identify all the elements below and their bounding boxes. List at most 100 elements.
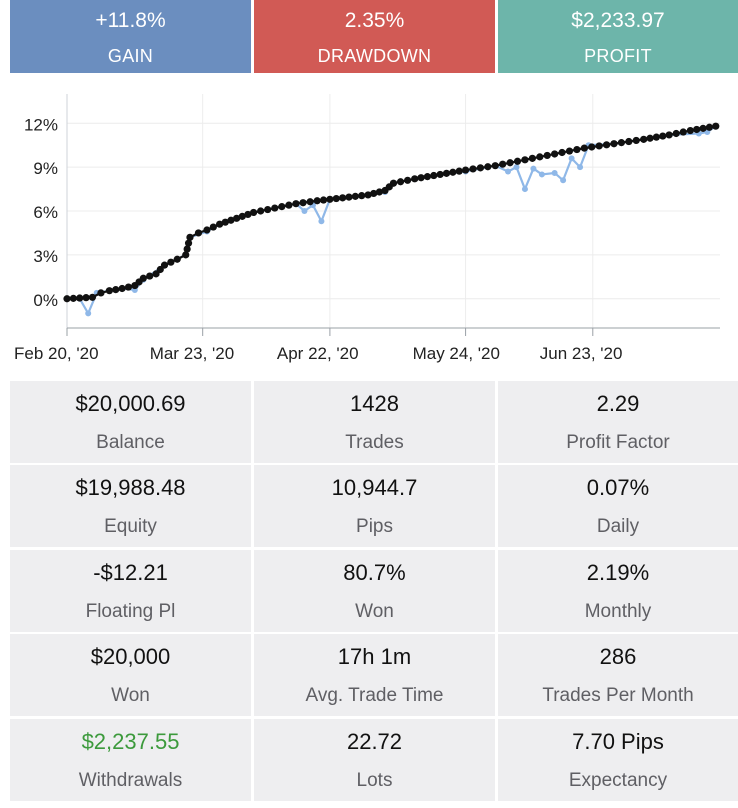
balance-point (182, 251, 190, 259)
balance-point (436, 170, 444, 179)
chart-tick-labels: 12% 9% 6% 3% 0% Feb 20, '20 Mar 23, '20 Apr 22,… (14, 115, 622, 363)
balance-point (588, 143, 596, 151)
stat-label: Lots (356, 770, 393, 791)
equity-point (504, 168, 511, 175)
balance-point (358, 192, 366, 200)
stat-balance: $20,000.69 Balance (10, 381, 251, 463)
balance-point (625, 137, 633, 146)
stat-label: Won (111, 685, 150, 706)
growth-chart: 12% 9% 6% 3% 0% Feb 20, '20 Mar 23, '20 Apr 22,… (14, 94, 720, 363)
balance-point (221, 218, 229, 226)
balance-point (455, 167, 463, 175)
stat-label: Profit Factor (566, 432, 670, 453)
balance-point (167, 258, 175, 266)
balance-point (491, 162, 499, 170)
stat-floating-pl: -$12.21 Floating Pl (10, 550, 251, 632)
profit-value: $2,233.97 (571, 9, 665, 32)
balance-point (264, 205, 272, 214)
balance-point (364, 191, 372, 199)
balance-point (292, 200, 300, 208)
stat-value: $2,237.55 (81, 729, 180, 754)
balance-point (469, 165, 477, 173)
stat-label: Floating Pl (85, 601, 176, 622)
equity-point (530, 165, 537, 172)
stat-label: Won (355, 601, 394, 622)
balance-point (543, 151, 551, 160)
gain-tile: +11.8% GAIN (10, 0, 251, 73)
balance-point (551, 150, 559, 158)
balance-point (506, 159, 514, 167)
gain-label: GAIN (107, 46, 154, 66)
drawdown-label: DRAWDOWN (317, 46, 432, 66)
equity-point (551, 169, 558, 176)
balance-point (299, 199, 307, 207)
balance-point (183, 245, 191, 253)
balance-point (699, 124, 707, 132)
balance-point (227, 216, 235, 224)
stat-value: $20,000 (90, 644, 171, 669)
profit-label: PROFIT (584, 46, 652, 66)
balance-point (672, 129, 680, 138)
balance-point (461, 166, 470, 174)
stat-value: 80.7% (343, 560, 406, 585)
balance-point (646, 134, 654, 142)
x-tick-label: Feb 20, '20 (14, 344, 99, 363)
balance-point (476, 164, 485, 172)
stat-label: Daily (596, 516, 640, 537)
stat-label: Trades Per Month (542, 685, 694, 706)
y-tick-label: 0% (33, 291, 58, 310)
stat-trades-per-month: 286 Trades Per Month (498, 634, 738, 716)
balance-point (580, 144, 588, 152)
balance-point (313, 197, 321, 205)
stat-label: Equity (104, 516, 157, 537)
chart-axes (66, 94, 720, 336)
balance-point (565, 147, 574, 155)
balance-point (112, 286, 120, 294)
balance-point (319, 196, 328, 204)
balance-point (411, 175, 419, 183)
balance-point (686, 126, 694, 135)
stat-expectancy: 7.70 Pips Expectancy (498, 719, 738, 801)
stat-value: 22.72 (346, 729, 403, 754)
stat-value: 286 (599, 644, 637, 669)
balance-point (97, 289, 105, 297)
x-tick-label: May 24, '20 (413, 344, 500, 363)
balance-point (160, 261, 169, 269)
x-tick-label: Mar 23, '20 (150, 344, 235, 363)
balance-point (285, 201, 293, 209)
equity-point (301, 208, 308, 214)
balance-point (659, 132, 667, 140)
stat-won: $20,000 Won (10, 634, 251, 716)
balance-point (105, 287, 114, 295)
stat-avg-trade-time: 17h 1m Avg. Trade Time (254, 634, 495, 716)
stat-value: 17h 1m (337, 644, 412, 669)
chart-series (63, 122, 720, 317)
balance-point (82, 294, 90, 302)
balance-point (449, 168, 457, 176)
balance-point (573, 145, 581, 154)
drawdown-tile: 2.35% DRAWDOWN (254, 0, 495, 73)
balance-point (173, 255, 181, 263)
balance-point (278, 203, 286, 211)
equity-point (560, 177, 567, 184)
balance-point (306, 198, 314, 206)
x-tick-label: Jun 23, '20 (540, 344, 623, 363)
balance-point (249, 208, 258, 217)
gain-value: +11.8% (95, 9, 166, 32)
balance-point (640, 135, 648, 143)
balance-point (632, 136, 640, 145)
stat-label: Trades (345, 432, 404, 453)
stat-label: Avg. Trade Time (305, 685, 444, 706)
stat-value: 2.29 (596, 391, 640, 416)
stat-lots: 22.72 Lots (254, 719, 495, 801)
balance-point (233, 214, 241, 222)
balance-point (332, 194, 340, 203)
balance-point (652, 133, 660, 141)
balance-point (345, 193, 353, 201)
equity-point (521, 186, 528, 193)
equity-point (577, 164, 584, 171)
balance-point (146, 272, 154, 280)
stat-profit-factor: 2.29 Profit Factor (498, 381, 738, 463)
balance-point (528, 154, 536, 162)
stat-trades: 1428 Trades (254, 381, 495, 463)
